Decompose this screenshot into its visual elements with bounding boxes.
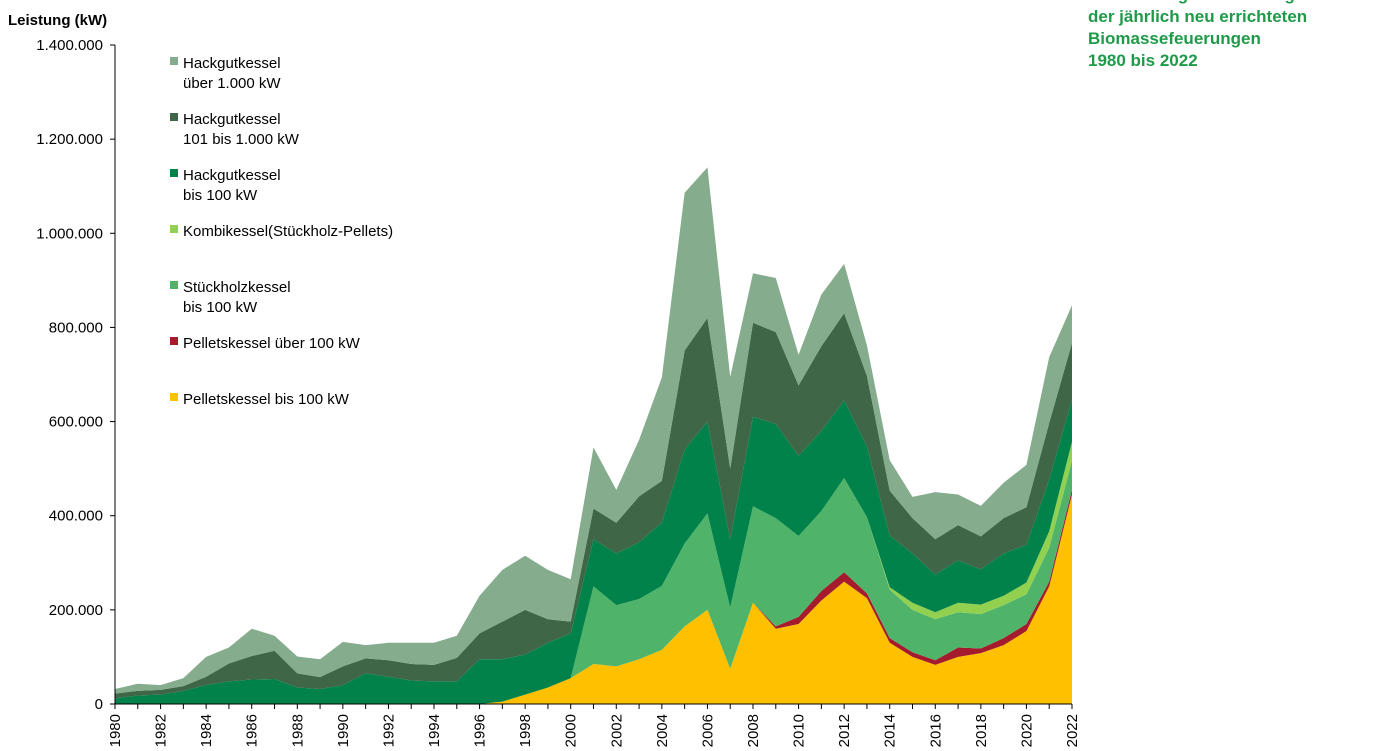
legend-label: Kombikessel(Stückholz-Pellets) [183, 223, 393, 240]
x-tick-label: 2006 [699, 714, 716, 747]
x-tick-label: 1998 [517, 714, 534, 747]
x-tick-label: 1980 [107, 714, 124, 747]
x-tick-label: 2016 [927, 714, 944, 747]
legend-swatch [170, 225, 178, 233]
x-tick-label: 1984 [198, 714, 215, 747]
x-tick-label: 2020 [1018, 714, 1035, 747]
x-tick-label: 2014 [882, 714, 899, 747]
chart-title: Entwicklung der Leistungder jährlich neu… [1088, 0, 1307, 70]
x-tick-label: 1990 [335, 714, 352, 747]
x-tick-label: 2018 [973, 714, 990, 747]
y-tick-label: 1.200.000 [36, 131, 103, 148]
legend-swatch [170, 57, 178, 65]
area-series-5 [115, 399, 1072, 704]
y-tick-label: 200.000 [49, 602, 103, 619]
x-tick-label: 1986 [244, 714, 261, 747]
legend-label: Stückholzkessel bis 100 kW [183, 279, 291, 316]
area-series-group [115, 167, 1072, 704]
legend-swatch [170, 169, 178, 177]
x-tick-label: 1988 [289, 714, 306, 747]
x-tick-label: 2010 [791, 714, 808, 747]
x-tick-label: 2012 [836, 714, 853, 747]
legend-label: Hackgutkessel über 1.000 kW [183, 55, 281, 92]
x-tick-label: 2000 [563, 714, 580, 747]
legend-label: Pelletskessel über 100 kW [183, 335, 361, 352]
y-tick-label: 800.000 [49, 319, 103, 336]
x-tick-label: 2008 [745, 714, 762, 747]
legend-label: Hackgutkessel bis 100 kW [183, 167, 281, 204]
legend-label: Pelletskessel bis 100 kW [183, 391, 350, 408]
area-series-6 [115, 313, 1072, 699]
y-tick-label: 600.000 [49, 414, 103, 431]
legend-label: Hackgutkessel 101 bis 1.000 kW [183, 111, 300, 148]
area-series-1 [115, 494, 1072, 704]
y-tick-label: 400.000 [49, 508, 103, 525]
legend-swatch [170, 337, 178, 345]
chart-title-text: Entwicklung der Leistungder jährlich neu… [1088, 0, 1307, 70]
legend-swatch [170, 393, 178, 401]
x-tick-label: 1982 [153, 714, 170, 747]
y-tick-label: 0 [95, 696, 103, 713]
y-axis-title: Leistung (kW) [8, 12, 107, 29]
x-tick-label: 1994 [426, 714, 443, 747]
legend: Hackgutkessel über 1.000 kW Hackgutkessel 1… [170, 55, 393, 408]
legend-swatch [170, 281, 178, 289]
area-series-7 [115, 167, 1072, 694]
y-tick-label: 1.400.000 [36, 37, 103, 54]
x-tick-label: 1992 [380, 714, 397, 747]
x-tick-label: 2004 [654, 714, 671, 747]
x-tick-label: 2002 [608, 714, 625, 747]
y-tick-label: 1.000.000 [36, 225, 103, 242]
x-tick-label: 2022 [1064, 714, 1081, 747]
axes-group: 0 200.000 400.000 600.000 800.000 1.000.000 1.… [36, 37, 1081, 747]
x-tick-label: 1996 [472, 714, 489, 747]
legend-swatch [170, 113, 178, 121]
area-series-3 [115, 460, 1072, 704]
